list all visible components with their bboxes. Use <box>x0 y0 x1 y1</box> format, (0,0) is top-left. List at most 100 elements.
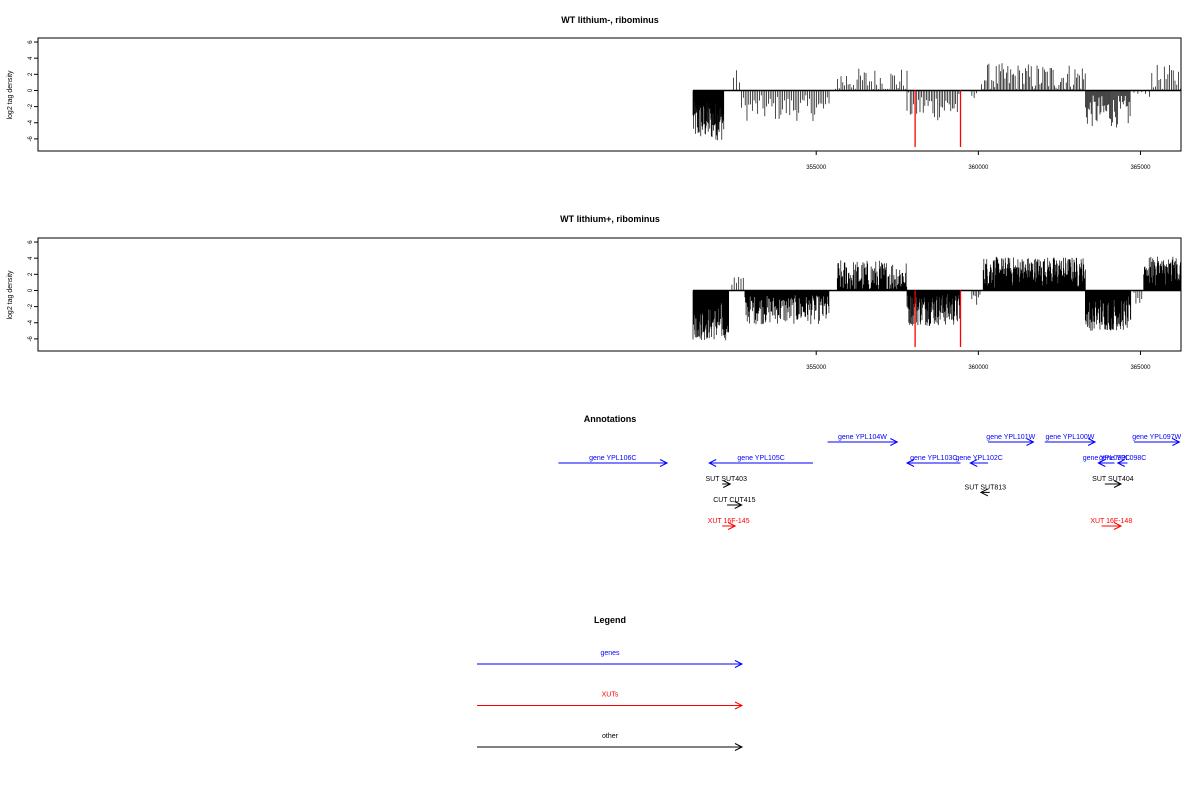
feature-gene-ypl102c: gene YPL102C <box>955 455 1003 467</box>
signal-segment <box>744 290 830 325</box>
feature-gene-ypl100w: gene YPL100W <box>1044 434 1097 446</box>
feature-arrowhead <box>1116 459 1125 467</box>
y-tick-label: -2 <box>28 303 34 309</box>
legend-arrowhead <box>734 743 744 751</box>
y-tick-label: -6 <box>28 136 34 142</box>
signal-segment <box>981 63 1086 91</box>
feature-sut-sut404: SUT SUT404 <box>1092 476 1134 488</box>
feature-arrowhead <box>727 522 737 530</box>
feature-arrowhead <box>969 459 978 467</box>
signal-segment <box>1133 90 1150 97</box>
legend-label: other <box>602 733 619 740</box>
legend-arrowhead <box>734 660 744 668</box>
signal-segment <box>692 290 730 341</box>
signal-segment <box>835 68 908 91</box>
marker-lines <box>914 90 962 147</box>
panel-lithium-plus: WT lithium+, ribominus log2 tag density … <box>7 214 1182 371</box>
feature-label: gene YPL098C <box>1099 455 1146 462</box>
feature-label: gene YPL106C <box>589 455 636 462</box>
y-axis: 6 4 2 0 -2 -4 -6 <box>28 40 38 142</box>
signal-segment <box>971 90 977 98</box>
feature-xut-16f-145: XUT 16F-145 <box>708 518 750 530</box>
feature-list: gene YPL106C gene YPL105C gene YPL104W gene… <box>558 434 1182 530</box>
signal-bars <box>692 63 1181 141</box>
annotations-track: Annotations gene YPL106C gene YPL105Cgene… <box>558 414 1182 530</box>
feature-arrowhead <box>708 459 717 467</box>
signal-segment <box>971 290 981 305</box>
y-tick-label: 2 <box>28 72 34 76</box>
signal-segment <box>836 260 908 291</box>
signal-segment <box>741 90 830 121</box>
y-tick-label: 4 <box>28 56 34 60</box>
feature-xut-16f-148: XUT 16F-148 <box>1090 518 1132 530</box>
y-tick-label: 6 <box>28 40 34 44</box>
feature-arrowhead <box>905 459 915 467</box>
annotations-title: Annotations <box>584 414 637 424</box>
y-tick-label: 6 <box>28 240 34 244</box>
feature-gene-ypl103c: gene YPL103C <box>905 455 961 467</box>
x-tick-label: 360000 <box>968 165 989 171</box>
feature-arrowhead <box>1026 438 1035 446</box>
y-tick-label: -6 <box>28 336 34 342</box>
legend-arrowhead <box>734 701 744 710</box>
signal-segment <box>692 90 725 141</box>
feature-gene-ypl098c: gene YPL098C <box>1099 455 1146 467</box>
feature-arrowhead <box>1113 522 1123 530</box>
feature-gene-ypl105c: gene YPL105C <box>708 455 813 467</box>
x-tick-label: 365000 <box>1130 365 1151 371</box>
legend-item-xuts: XUTs <box>477 692 744 710</box>
y-axis: 6 4 2 0 -2 -4 -6 <box>28 240 38 342</box>
feature-label: gene YPL102C <box>955 455 1002 462</box>
feature-arrowhead <box>659 459 669 467</box>
y-axis-label: log2 tag density <box>7 270 14 320</box>
plot-frame <box>37 237 1182 352</box>
signal-segment <box>1133 290 1143 304</box>
feature-sut-sut813: SUT SUT813 <box>965 484 1007 497</box>
feature-arrowhead <box>1087 438 1097 446</box>
feature-arrowhead <box>1097 459 1106 467</box>
panel-lithium-minus: WT lithium-, ribominus log2 tag density … <box>7 15 1182 171</box>
legend-item-other: other <box>477 733 744 751</box>
signal-segment <box>1151 64 1181 91</box>
feature-label: XUT 16F-145 <box>708 518 750 525</box>
signal-segment <box>906 90 961 121</box>
legend-item-genes: genes <box>477 650 744 668</box>
y-tick-label: -2 <box>28 103 34 109</box>
feature-cut-cut415: CUT CUT415 <box>713 497 756 509</box>
feature-label: SUT SUT403 <box>705 476 747 483</box>
signal-segment <box>731 276 744 291</box>
y-tick-label: -4 <box>28 119 34 125</box>
signal-segment <box>1143 256 1182 291</box>
feature-arrowhead <box>979 488 989 497</box>
feature-label: gene YPL097W <box>1132 434 1181 441</box>
legend-label: XUTs <box>602 692 619 699</box>
x-axis: 355000 360000 365000 <box>806 351 1151 371</box>
legend-label: genes <box>600 650 620 657</box>
feature-gene-ypl101w: gene YPL101W <box>986 434 1036 446</box>
feature-label: gene YPL100W <box>1045 434 1094 441</box>
x-tick-label: 365000 <box>1130 165 1151 171</box>
legend: Legend genes XUTs other <box>477 615 744 751</box>
x-axis: 355000 360000 365000 <box>806 151 1151 171</box>
feature-arrowhead <box>723 480 732 488</box>
feature-sut-sut403: SUT SUT403 <box>705 476 747 488</box>
feature-label: gene YPL105C <box>737 455 784 462</box>
feature-label: gene YPL101W <box>986 434 1035 441</box>
y-tick-label: 0 <box>28 288 34 292</box>
feature-arrowhead <box>1113 480 1123 488</box>
legend-title: Legend <box>594 615 626 625</box>
feature-arrowhead <box>1172 438 1181 446</box>
marker-lines <box>914 290 962 347</box>
y-tick-label: 0 <box>28 88 34 92</box>
y-tick-label: 2 <box>28 272 34 276</box>
feature-gene-ypl106c: gene YPL106C <box>558 455 669 467</box>
y-tick-label: -4 <box>28 319 34 325</box>
feature-label: SUT SUT813 <box>965 484 1007 491</box>
feature-arrowhead <box>734 501 743 509</box>
feature-label: gene YPL104W <box>838 434 887 441</box>
feature-gene-ypl099c: gene YPL099C <box>1083 455 1130 467</box>
signal-segment <box>906 290 961 326</box>
y-tick-label: 4 <box>28 256 34 260</box>
legend-items: genes XUTs other <box>477 650 744 751</box>
